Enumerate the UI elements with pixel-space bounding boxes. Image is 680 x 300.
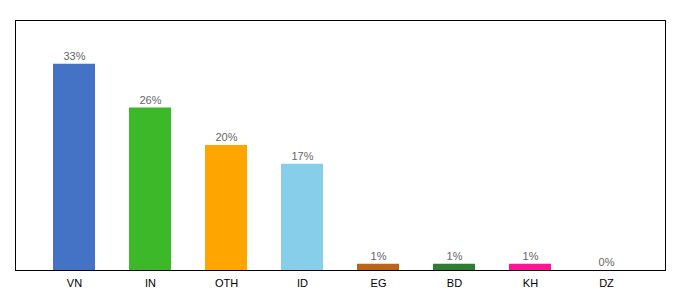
svg-text:1%: 1% <box>447 250 463 262</box>
svg-text:0%: 0% <box>599 256 615 268</box>
svg-text:26%: 26% <box>139 94 161 106</box>
svg-text:1%: 1% <box>523 250 539 262</box>
svg-text:IN: IN <box>145 277 156 289</box>
svg-text:BD: BD <box>447 277 462 289</box>
svg-text:DZ: DZ <box>599 277 614 289</box>
svg-text:17%: 17% <box>291 150 313 162</box>
svg-text:OTH: OTH <box>215 277 238 289</box>
svg-text:EG: EG <box>371 277 387 289</box>
svg-text:KH: KH <box>523 277 538 289</box>
svg-text:20%: 20% <box>215 131 237 143</box>
svg-text:ID: ID <box>297 277 308 289</box>
svg-text:33%: 33% <box>63 50 85 62</box>
svg-text:VN: VN <box>67 277 82 289</box>
svg-text:1%: 1% <box>371 250 387 262</box>
